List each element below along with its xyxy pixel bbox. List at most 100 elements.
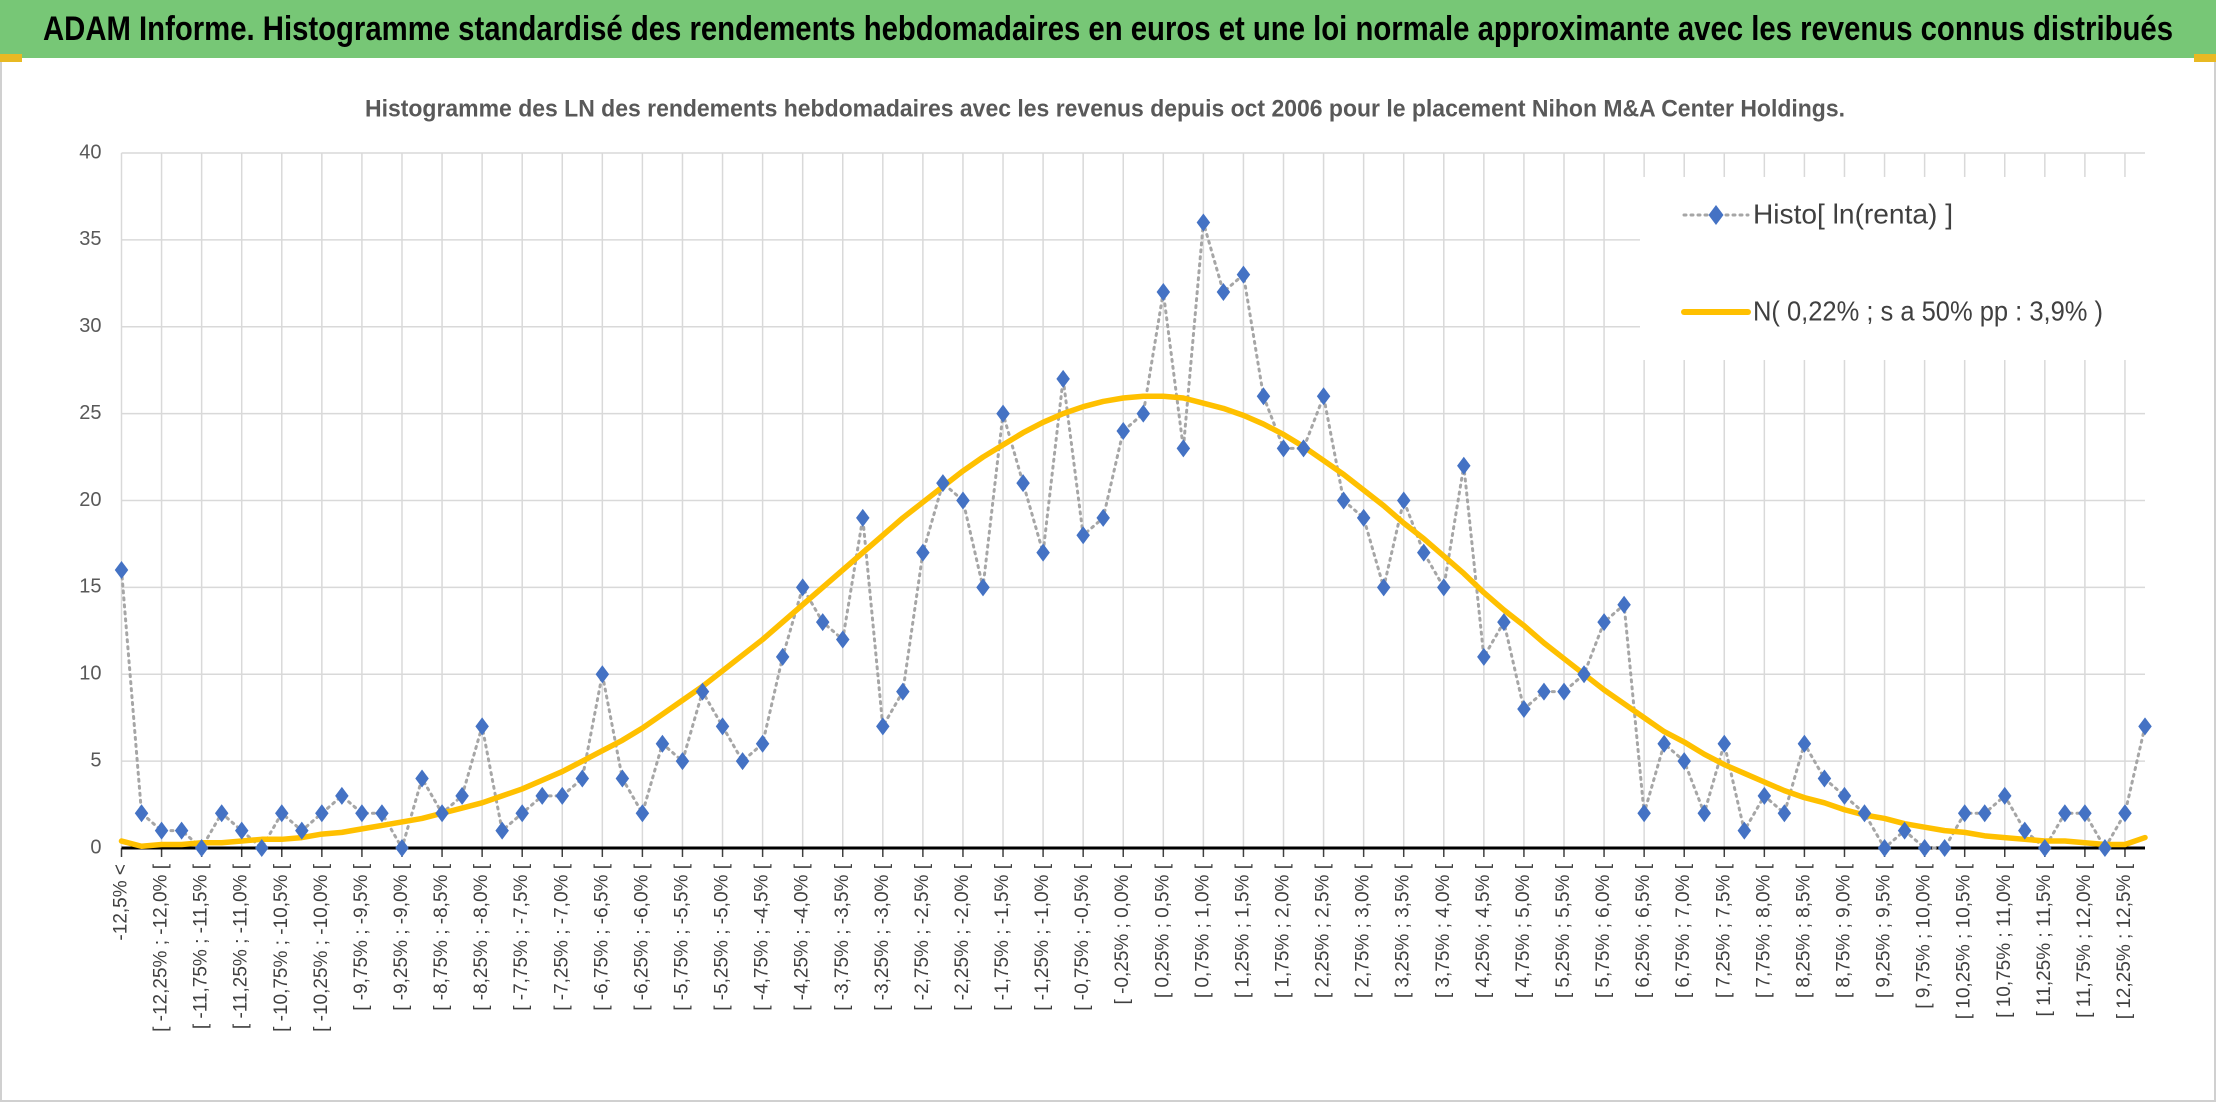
data-point	[896, 682, 910, 701]
x-tick-label: [ 4,25% ; 4,5% [	[1473, 863, 1494, 998]
data-point	[1998, 786, 2012, 805]
x-tick-label: [ 4,75% ; 5,0% [	[1513, 863, 1534, 998]
data-point	[1116, 422, 1130, 440]
data-point	[956, 491, 970, 510]
x-tick-label: [ -0,75% ; -0,5% [	[1072, 863, 1093, 1011]
data-point	[675, 752, 690, 771]
data-point	[1977, 804, 1992, 823]
data-point	[1136, 404, 1151, 423]
x-tick-label: [ -1,25% ; -1,0% [	[1032, 863, 1053, 1011]
data-point	[1657, 734, 1671, 753]
data-point	[1196, 213, 1211, 232]
data-point	[856, 508, 870, 527]
data-point	[1457, 456, 1471, 475]
data-point	[214, 804, 229, 823]
data-point	[695, 682, 710, 701]
x-tick-label: [ 0,75% ; 1,0% [	[1192, 863, 1213, 998]
data-point	[1276, 439, 1291, 458]
data-point	[795, 578, 810, 597]
y-tick-label: 30	[79, 315, 101, 337]
data-point	[535, 786, 549, 805]
data-point	[2078, 804, 2092, 823]
page-title: ADAM Informe. Histogramme standardisé de…	[43, 10, 2173, 48]
data-point	[1216, 283, 1231, 301]
y-tick-label: 5	[90, 749, 101, 771]
x-tick-label: [ -2,75% ; -2,5% [	[912, 863, 933, 1011]
data-point	[395, 839, 409, 857]
data-point	[1937, 839, 1952, 857]
data-point	[1176, 439, 1191, 458]
x-tick-label: [ -11,25% ; -11,0% [	[231, 863, 252, 1029]
x-tick-label: [ 9,75% ; 10,0% [	[1914, 863, 1935, 1008]
data-point	[1396, 491, 1411, 510]
x-tick-label: [ -2,25% ; -2,0% [	[952, 863, 973, 1011]
x-tick-label: [ -4,75% ; -4,5% [	[752, 863, 773, 1011]
x-tick-label: [ -7,75% ; -7,5% [	[511, 863, 532, 1011]
x-tick-label: [ -10,75% ; -10,5% [	[271, 863, 292, 1032]
data-point	[1577, 665, 1591, 684]
corner-accent	[2194, 54, 2216, 62]
data-point	[515, 804, 529, 823]
x-tick-label: [ 9,25% ; 9,5% [	[1874, 863, 1895, 998]
x-tick-label: [ -9,75% ; -9,5% [	[351, 863, 372, 1011]
data-point	[355, 804, 369, 823]
data-point	[315, 804, 329, 823]
x-tick-label: [ -5,25% ; -5,0% [	[712, 863, 733, 1011]
data-point	[735, 752, 750, 771]
x-tick-label: [ -11,75% ; -11,5% [	[191, 863, 212, 1029]
data-point	[254, 839, 269, 857]
x-tick-label: [ -1,75% ; -1,5% [	[992, 863, 1013, 1011]
y-tick-label: 0	[90, 836, 101, 858]
x-tick-label: [ 6,75% ; 7,0% [	[1673, 863, 1694, 998]
data-point	[835, 630, 850, 649]
data-point	[996, 404, 1010, 423]
data-point	[655, 734, 670, 753]
data-point	[2038, 839, 2052, 857]
data-point	[1016, 474, 1030, 493]
data-point	[715, 717, 730, 736]
x-tick-label: [ -10,25% ; -10,0% [	[311, 863, 332, 1032]
y-tick-label: 15	[79, 576, 101, 598]
x-tick-label: [ 7,25% ; 7,5% [	[1713, 863, 1734, 998]
data-point	[475, 717, 489, 736]
legend-marker	[1708, 205, 1724, 225]
data-point	[1817, 769, 1832, 788]
x-tick-label: [ -7,25% ; -7,0% [	[551, 863, 572, 1011]
x-tick-label: [ 2,75% ; 3,0% [	[1353, 863, 1374, 998]
data-point	[1737, 821, 1752, 840]
x-tick-label: [ 0,25% ; 0,5% [	[1152, 863, 1173, 998]
y-tick-label: 20	[79, 489, 101, 511]
x-tick-label: [ -4,25% ; -4,0% [	[792, 863, 813, 1011]
x-tick-label: [ 8,25% ; 8,5% [	[1793, 863, 1814, 998]
data-point	[1637, 804, 1651, 823]
data-point	[415, 769, 429, 788]
data-point	[2138, 717, 2152, 736]
data-point	[1296, 439, 1311, 458]
data-point	[1156, 283, 1171, 301]
data-point	[1957, 804, 1972, 823]
x-tick-label: [ 10,25% ; 10,5% [	[1954, 863, 1975, 1019]
data-point	[234, 821, 249, 840]
data-point	[1356, 508, 1371, 527]
x-tick-label: [ -3,25% ; -3,0% [	[872, 863, 893, 1011]
data-point	[134, 804, 149, 823]
data-point	[1477, 647, 1491, 666]
data-point	[295, 821, 309, 840]
data-point	[1517, 700, 1531, 718]
data-point	[275, 804, 289, 823]
data-point	[1797, 734, 1812, 753]
data-point	[335, 786, 349, 805]
x-tick-label: [ 12,25% ; 12,5% [	[2114, 863, 2135, 1019]
x-tick-label: [ -12,25% ; -12,0% [	[151, 863, 172, 1032]
data-point	[1376, 578, 1391, 597]
x-tick-label: [ 3,25% ; 3,5% [	[1393, 863, 1414, 998]
data-point	[775, 647, 790, 666]
data-point	[1316, 387, 1331, 406]
data-point	[755, 734, 770, 753]
data-point	[1256, 387, 1271, 406]
x-tick-label: [ -8,75% ; -8,5% [	[431, 863, 452, 1011]
data-point	[2018, 821, 2032, 840]
x-tick-label: [ -8,25% ; -8,0% [	[471, 863, 492, 1011]
corner-accent	[0, 54, 22, 62]
data-point	[555, 786, 570, 805]
